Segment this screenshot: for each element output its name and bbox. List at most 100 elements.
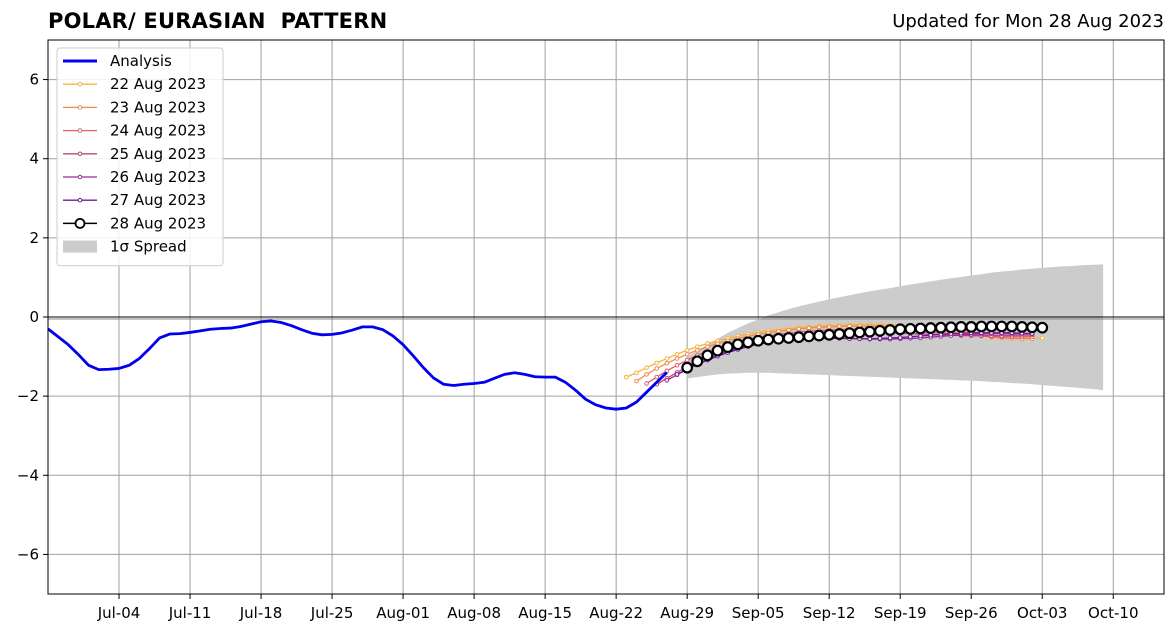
forecast-point xyxy=(721,341,734,353)
x-tick-label: Jul-18 xyxy=(239,604,283,622)
x-tick-label: Aug-08 xyxy=(447,604,501,622)
legend-entry: 24 Aug 2023 xyxy=(63,122,206,140)
forecast-point xyxy=(762,333,775,346)
forecast-point xyxy=(1026,321,1039,334)
forecast-point xyxy=(695,347,700,353)
y-tick-label: −6 xyxy=(17,545,39,563)
y-tick-label: 0 xyxy=(29,308,39,326)
forecast-point xyxy=(853,326,866,339)
legend-label: 26 Aug 2023 xyxy=(110,168,206,186)
x-tick-label: Sep-26 xyxy=(945,604,998,622)
forecast-point xyxy=(877,336,883,341)
forecast-point xyxy=(684,351,690,357)
legend-marker xyxy=(77,81,83,87)
forecast-point xyxy=(843,327,856,340)
forecast-point xyxy=(731,338,744,351)
forecast-point xyxy=(644,381,649,386)
x-tick-label: Jul-04 xyxy=(97,604,141,622)
legend-marker xyxy=(77,174,83,180)
series-lines xyxy=(47,319,1049,411)
forecast-point xyxy=(1005,320,1018,333)
forecast-point xyxy=(664,360,670,366)
forecast-point xyxy=(674,356,680,361)
forecast-point xyxy=(908,334,913,340)
legend-entry: 23 Aug 2023 xyxy=(63,98,206,116)
forecast-point xyxy=(985,320,998,333)
y-tick-label: 2 xyxy=(29,229,39,247)
legend-label: 22 Aug 2023 xyxy=(110,75,206,93)
x-tick-label: Sep-19 xyxy=(874,604,927,622)
forecast-point xyxy=(945,321,957,334)
legend-label: 27 Aug 2023 xyxy=(110,191,206,209)
forecast-point xyxy=(887,335,893,341)
forecast-point xyxy=(833,328,846,340)
legend-entry: Analysis xyxy=(63,52,172,70)
forecast-point xyxy=(674,372,680,377)
forecast-point xyxy=(654,374,660,380)
legend-entry: 1σ Spread xyxy=(63,238,187,256)
legend-marker xyxy=(77,128,83,133)
forecast-point xyxy=(664,378,670,383)
legend-label: Analysis xyxy=(110,52,172,70)
forecast-series xyxy=(681,320,1049,374)
forecast-point xyxy=(995,320,1008,333)
x-tick-label: Oct-10 xyxy=(1088,604,1138,622)
forecast-point xyxy=(823,328,836,341)
legend-label: 25 Aug 2023 xyxy=(110,145,206,163)
forecast-point xyxy=(684,347,690,353)
forecast-point xyxy=(803,330,815,343)
legend-label: 28 Aug 2023 xyxy=(110,214,206,232)
legend-entry: 22 Aug 2023 xyxy=(63,75,206,93)
forecast-point xyxy=(918,333,923,339)
legend-entry: 26 Aug 2023 xyxy=(63,168,206,186)
forecast-point xyxy=(705,344,710,349)
forecast-point xyxy=(654,366,660,371)
zero-line xyxy=(48,316,1164,320)
forecast-point xyxy=(654,360,660,366)
forecast-point xyxy=(634,370,639,376)
legend-label: 1σ Spread xyxy=(110,238,187,256)
forecast-point xyxy=(691,355,704,368)
legend-label: 24 Aug 2023 xyxy=(110,122,206,140)
forecast-point xyxy=(934,321,947,334)
analysis-line xyxy=(47,319,668,411)
forecast-point xyxy=(772,332,785,345)
x-tick-label: Oct-03 xyxy=(1017,604,1067,622)
y-tick-label: −4 xyxy=(17,466,39,484)
forecast-point xyxy=(782,332,795,344)
forecast-point xyxy=(684,357,690,363)
forecast-point xyxy=(681,361,694,374)
legend-entry: 28 Aug 2023 xyxy=(63,214,206,232)
forecast-point xyxy=(623,374,629,380)
forecast-point xyxy=(664,356,670,361)
y-tick-label: 4 xyxy=(29,150,39,168)
forecast-point xyxy=(674,362,680,368)
x-tick-label: Jul-25 xyxy=(310,604,354,622)
x-tick-label: Sep-05 xyxy=(732,604,785,622)
chart-title: POLAR/ EURASIAN PATTERN xyxy=(48,9,388,33)
forecast-point xyxy=(894,323,907,336)
forecast-point xyxy=(813,329,825,342)
x-tick-label: Aug-22 xyxy=(589,604,643,622)
forecast-point xyxy=(711,344,724,357)
y-tick-label: 6 xyxy=(29,71,39,89)
x-tick-label: Aug-01 xyxy=(376,604,430,622)
x-tick-label: Jul-11 xyxy=(168,604,212,622)
forecast-point xyxy=(634,378,639,384)
legend-entry: 27 Aug 2023 xyxy=(63,191,206,209)
forecast-point xyxy=(1016,320,1028,333)
forecast-point xyxy=(695,344,700,349)
forecast-point xyxy=(1036,321,1049,334)
forecast-point xyxy=(674,351,680,357)
legend-swatch xyxy=(63,240,97,253)
forecast-point xyxy=(897,335,903,340)
forecast-point xyxy=(955,320,967,333)
x-tick-label: Aug-29 xyxy=(660,604,714,622)
y-tick-label: −2 xyxy=(17,387,39,405)
legend-label: 23 Aug 2023 xyxy=(110,98,206,116)
legend-marker xyxy=(77,151,83,157)
forecast-point xyxy=(904,322,917,335)
forecast-point xyxy=(965,320,978,333)
forecast-point xyxy=(924,322,937,334)
